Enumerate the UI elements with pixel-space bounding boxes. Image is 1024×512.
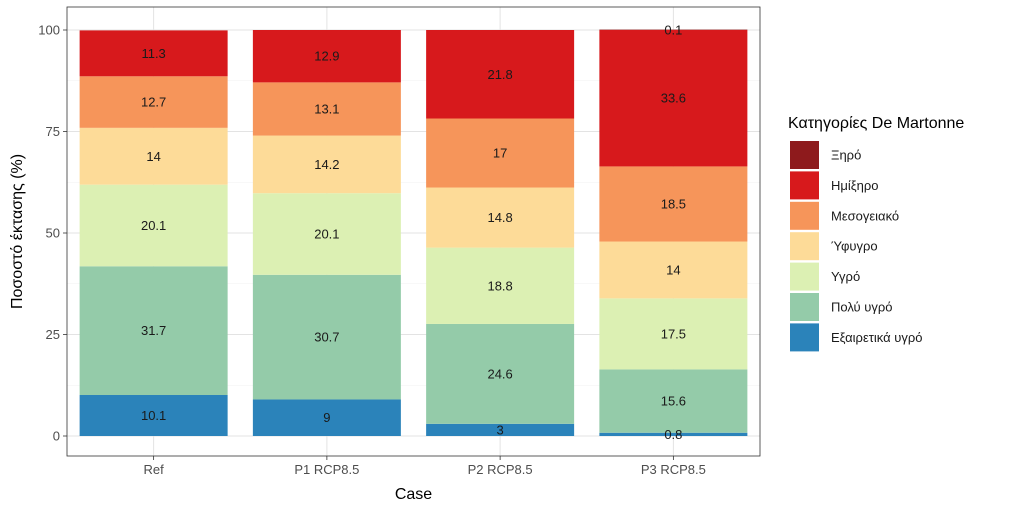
y-axis: 0 25 50 75 100 (38, 23, 67, 444)
bar-segment (426, 30, 575, 119)
bar-segment (426, 247, 575, 324)
legend-key (790, 201, 819, 230)
x-tick-label: P3 RCP8.5 (641, 462, 706, 477)
legend-label: Ημίξηρο (831, 178, 878, 193)
bar-segment (252, 30, 401, 83)
bar-segment (252, 193, 401, 275)
bar-segment (599, 432, 748, 436)
y-tick-label: 50 (46, 226, 60, 241)
x-tick-label: P2 RCP8.5 (468, 462, 533, 477)
data-label: 18.8 (487, 278, 512, 293)
data-label: 14.8 (487, 210, 512, 225)
legend-label: Εξαιρετικά υγρό (831, 330, 922, 345)
legend: Κατηγορίες De Martonne Ξηρό Ημίξηρο Μεσογε… (788, 115, 964, 352)
legend-key (790, 141, 819, 169)
bar-segment (79, 266, 228, 395)
data-label: 14 (666, 262, 680, 277)
bar-segment (252, 274, 401, 400)
x-axis: Ref P1 RCP8.5 P2 RCP8.5 P3 RCP8.5 (144, 456, 706, 477)
bar-segment (252, 82, 401, 136)
legend-title: Κατηγορίες De Martonne (788, 115, 964, 132)
data-label: 30.7 (314, 330, 339, 345)
legend-label: Μεσογειακό (831, 208, 899, 223)
bar-segment (426, 187, 575, 248)
y-axis-title: Ποσοστό έκτασης (%) (9, 154, 26, 309)
data-label: 0.1 (664, 22, 682, 37)
data-label: 20.1 (314, 227, 339, 242)
bar-segment (252, 135, 401, 194)
bar-segment (252, 399, 401, 436)
data-label: 17 (493, 146, 507, 161)
legend-label: Ξηρό (831, 148, 861, 163)
data-label: 12.9 (314, 49, 339, 64)
data-label: 3 (497, 422, 504, 437)
data-label: 14 (146, 149, 160, 164)
bar-segment (599, 241, 748, 299)
bar-segment (426, 423, 575, 436)
bar-segment (599, 30, 748, 167)
bar-segment (79, 127, 228, 185)
bar-segment (599, 369, 748, 433)
legend-key (790, 323, 819, 352)
x-tick-label: P1 RCP8.5 (294, 462, 359, 477)
data-label: 0.8 (664, 427, 682, 442)
legend-label: Υγρό (831, 269, 860, 284)
y-tick-label: 75 (46, 124, 60, 139)
bar-segment (426, 118, 575, 188)
data-label: 11.3 (141, 46, 165, 61)
bar-segment (599, 166, 748, 242)
bar-segment (79, 184, 228, 267)
y-tick-label: 25 (46, 327, 60, 342)
data-label: 18.5 (661, 196, 686, 211)
data-label: 24.6 (487, 366, 512, 381)
data-label: 21.8 (487, 67, 512, 82)
x-tick-label: Ref (144, 462, 165, 477)
plot-border (66, 6, 761, 457)
data-label: 20.1 (141, 218, 166, 233)
bar-segment (599, 298, 748, 370)
bars-layer (79, 29, 748, 436)
data-label: 9 (323, 410, 330, 425)
legend-key (790, 171, 819, 200)
legend-key (790, 232, 819, 261)
data-label: 31.7 (141, 323, 166, 338)
legend-label: Πολύ υγρό (831, 300, 893, 315)
data-label: 33.6 (661, 91, 686, 106)
bar-labels-layer: 10.1 31.7 20.1 14 12.7 11.3 9 30.7 20.1 14.2 13.1 1… (141, 22, 686, 442)
x-axis-title: Case (395, 486, 432, 503)
y-tick-label: 100 (38, 23, 60, 38)
data-label: 15.6 (661, 394, 686, 409)
bar-segment (79, 30, 228, 77)
bar-segment (426, 323, 575, 424)
y-tick-label: 0 (53, 429, 60, 444)
bar-segment (79, 76, 228, 128)
legend-label: Ύφυγρο (831, 239, 878, 254)
data-label: 13.1 (314, 101, 339, 116)
data-label: 12.7 (141, 95, 166, 110)
data-label: 14.2 (314, 157, 339, 172)
data-label: 10.1 (141, 408, 166, 423)
legend-key (790, 293, 819, 321)
legend-key (790, 262, 819, 291)
data-label: 17.5 (661, 326, 686, 341)
bar-segment (79, 394, 228, 436)
